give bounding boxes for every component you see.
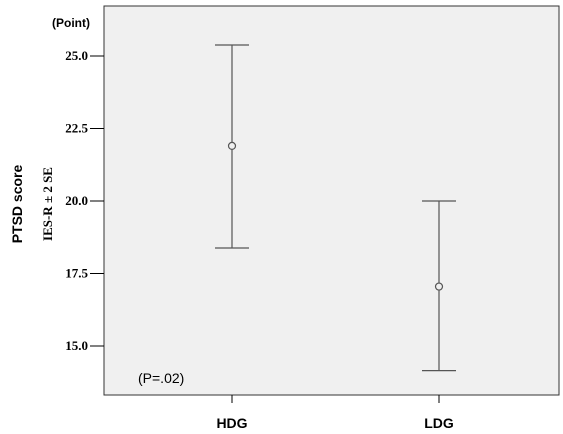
error-bar-ldg <box>422 200 456 372</box>
mean-marker <box>434 282 444 291</box>
plot-area <box>103 5 560 396</box>
y-tick-label: 25.0 <box>65 48 88 63</box>
y-axis-title: PTSD score <box>9 164 25 243</box>
y-tick-label: 17.5 <box>65 266 88 281</box>
y-tick-label: 20.0 <box>65 193 88 208</box>
x-tick-label-ldg: LDG <box>424 415 454 431</box>
y-tick-label: 22.5 <box>65 121 88 136</box>
unit-label: (Point) <box>52 16 90 30</box>
error-bars <box>215 44 456 372</box>
y-tick-label: 15.0 <box>65 338 88 353</box>
y-axis-ticks: 15.0 17.5 20.0 22.5 25.0 <box>65 48 104 353</box>
error-bar-hdg <box>215 44 249 249</box>
y-axis-subtitle: IES-R ± 2 SE <box>40 167 55 241</box>
x-tick-label-hdg: HDG <box>216 415 247 431</box>
x-axis-ticks: HDG LDG <box>216 395 454 431</box>
p-value-annotation: (P=.02) <box>138 370 184 386</box>
mean-marker <box>227 141 237 150</box>
